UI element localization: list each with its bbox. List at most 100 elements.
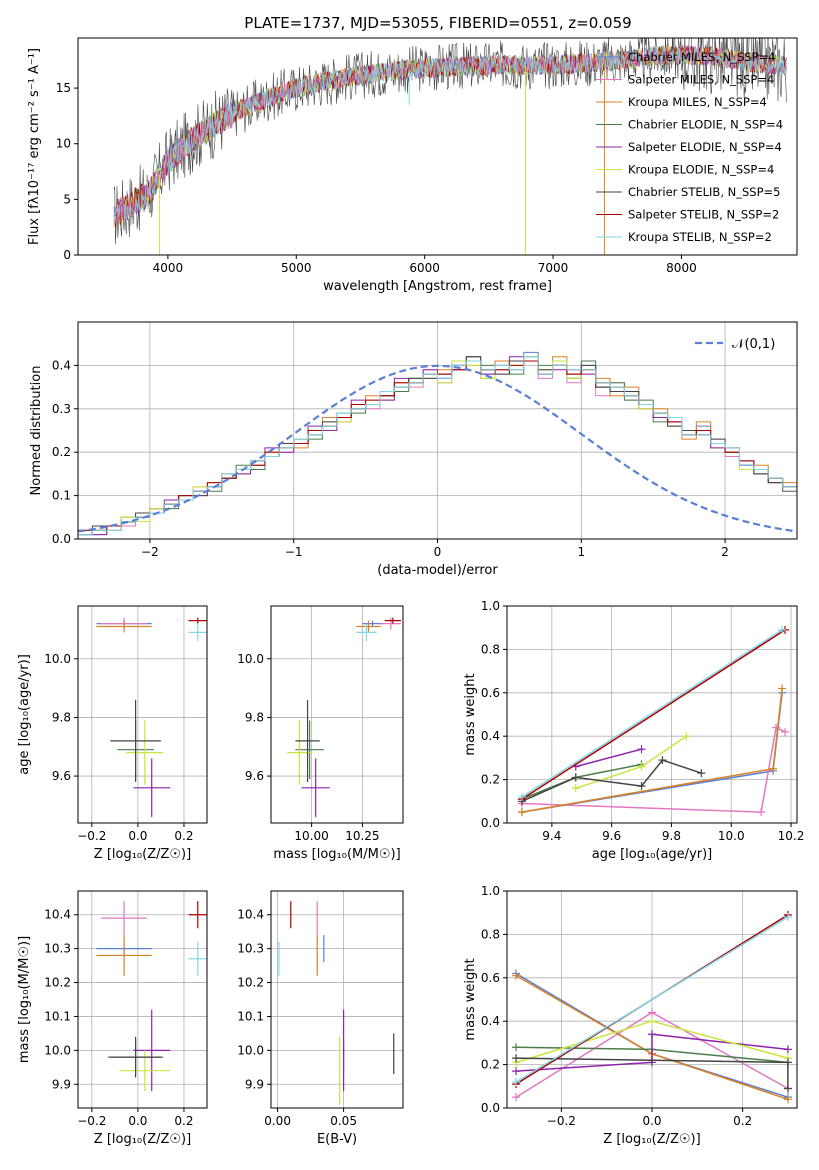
series-line-pink <box>521 726 786 813</box>
plot-area <box>517 625 790 817</box>
x-tick-label: −0.2 <box>77 829 106 843</box>
y-tick-label: 10.2 <box>44 976 71 990</box>
marker-purple <box>648 1030 656 1039</box>
panel-4: 10.00 10.25 9.6 9.8 10.0 mass [log₁₀(M/M☉)] <box>237 605 404 862</box>
series-line-blue <box>521 692 783 813</box>
y-tick-label: 0 <box>63 248 71 262</box>
y-tick-label: 0.2 <box>481 773 500 787</box>
y-tick-label: 9.6 <box>245 769 264 783</box>
marker-pink <box>648 1008 656 1017</box>
marker-pink <box>512 1093 521 1102</box>
x-tick-label: 8000 <box>666 261 697 275</box>
marker-orange <box>512 971 521 980</box>
marker-cyan <box>783 913 792 922</box>
y-axis-label: age [log₁₀(age/yr)] <box>17 654 32 775</box>
histogram-purple <box>78 356 797 539</box>
x-tick-label: 0.0 <box>128 1114 147 1128</box>
legend-label: Kroupa MILES, N_SSP=4 <box>628 95 767 109</box>
marker-dark <box>658 756 667 765</box>
y-tick-label: 10 <box>56 137 71 151</box>
x-tick-label: 5000 <box>281 261 312 275</box>
axes-frame <box>77 605 208 824</box>
marker-cyan <box>517 792 526 801</box>
axes-frame <box>506 605 798 824</box>
axes-frame <box>270 890 404 1109</box>
y-tick-label: 10.0 <box>237 1043 264 1057</box>
y-tick-label: 9.8 <box>52 710 71 724</box>
histogram-orange <box>78 356 797 539</box>
y-tick-label: 0.3 <box>52 402 71 416</box>
y-axis-label: Flux [fλ10⁻¹⁷ erg cm⁻² s⁻¹ A⁻¹] <box>27 48 42 245</box>
y-tick-label: 0.6 <box>481 686 500 700</box>
x-axis-label: Z [log₁₀(Z/Z☉)] <box>94 847 191 862</box>
plot-area <box>96 617 207 818</box>
marker-dark <box>637 782 646 791</box>
y-axis-label: mass [log₁₀(M/M☉)] <box>17 936 32 1063</box>
legend-label: Chabrier MILES, N_SSP=4 <box>628 50 775 64</box>
x-axis-label: Z [log₁₀(Z/Z☉)] <box>94 1132 191 1147</box>
marker-lime <box>637 762 646 771</box>
series-line-red <box>521 629 786 800</box>
x-tick-label: 0 <box>434 545 442 559</box>
y-tick-label: 10.4 <box>237 908 264 922</box>
marker-orange <box>517 808 526 817</box>
panel-5: 9.4 9.6 9.8 10.0 10.2 0.0 0.2 0.4 0.6 0.8 1.0 age [… <box>463 599 804 862</box>
plot-area <box>287 617 401 818</box>
x-axis-label: age [log₁₀(age/yr)] <box>592 847 713 862</box>
histogram-dark <box>78 356 797 539</box>
series-line-cyan <box>521 629 783 798</box>
spectrum-cyan <box>113 45 787 224</box>
plot-area <box>96 901 207 1092</box>
y-tick-label: 10.1 <box>237 1009 264 1023</box>
x-axis-label: mass [log₁₀(M/M☉)] <box>273 847 400 862</box>
marker-purple <box>637 745 646 754</box>
x-tick-label: −0.2 <box>77 1114 106 1128</box>
legend-label: Salpeter ELODIE, N_SSP=4 <box>628 140 782 154</box>
panel-3: −0.2 0.0 0.2 9.6 9.8 10.0 Z [log₁₀(Z/Z☉)] age [… <box>17 605 208 862</box>
y-tick-label: 5 <box>63 192 71 206</box>
y-tick-label: 0.8 <box>481 927 500 941</box>
marker-lime <box>648 1017 656 1026</box>
legend-label: Chabrier ELODIE, N_SSP=4 <box>628 118 783 132</box>
figure-title: PLATE=1737, MJD=53055, FIBERID=0551, z=0… <box>244 14 631 32</box>
y-tick-label: 9.6 <box>52 769 71 783</box>
y-tick-label: 10.3 <box>44 942 71 956</box>
marker-lime <box>682 732 691 741</box>
y-tick-label: 0.0 <box>481 1101 500 1115</box>
legend-label: Salpeter MILES, N_SSP=4 <box>628 73 774 87</box>
x-tick-label: −2 <box>141 545 159 559</box>
normal-curve <box>78 364 797 533</box>
y-axis-label: mass weight <box>463 958 478 1040</box>
series-line-cyan <box>515 916 789 1083</box>
x-tick-label: 10.2 <box>778 829 805 843</box>
x-axis-label: wavelength [Angstrom, rest frame] <box>323 279 552 294</box>
x-tick-label: 6000 <box>409 261 440 275</box>
x-tick-label: −1 <box>285 545 303 559</box>
x-tick-label: 0.0 <box>128 829 147 843</box>
y-tick-label: 10.4 <box>44 908 71 922</box>
marker-pink <box>781 727 790 736</box>
y-tick-label: 1.0 <box>481 599 500 613</box>
x-tick-label: 2 <box>721 545 729 559</box>
marker-dark <box>783 1084 792 1093</box>
marker-dark <box>571 773 580 782</box>
axes-frame <box>77 37 798 256</box>
series-line-purple <box>575 748 642 768</box>
marker-pink <box>757 808 766 817</box>
legend-label: Chabrier STELIB, N_SSP=5 <box>628 185 780 199</box>
marker-dark <box>697 769 706 778</box>
legend-label: Salpeter STELIB, N_SSP=2 <box>628 208 779 222</box>
histogram-green <box>78 356 797 539</box>
x-tick-label: 1 <box>577 545 585 559</box>
panel-6: −0.2 0.0 0.2 9.9 10.0 10.1 10.2 10.3 10.4 Z [log₁… <box>17 890 208 1147</box>
x-tick-label: 10.00 <box>294 829 328 843</box>
y-tick-label: 9.8 <box>245 710 264 724</box>
x-tick-label: 9.4 <box>542 829 561 843</box>
plot-area <box>113 38 787 255</box>
legend-label: Kroupa STELIB, N_SSP=2 <box>628 230 772 244</box>
x-tick-label: 0.05 <box>330 1114 357 1128</box>
x-tick-label: 0.00 <box>264 1114 291 1128</box>
series-line-dark <box>516 1057 789 1089</box>
